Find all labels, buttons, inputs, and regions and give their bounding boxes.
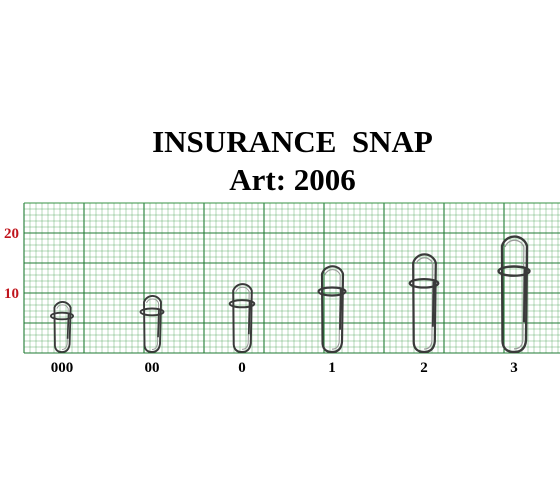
snap-size-00 bbox=[139, 295, 165, 353]
snap-wire-highlight bbox=[504, 239, 525, 350]
size-labels: 000 00 0 1 2 3 bbox=[51, 360, 518, 376]
snap-wire bbox=[500, 235, 529, 354]
snap-eye-ring bbox=[139, 307, 165, 317]
snap-latch bbox=[66, 313, 70, 339]
size-label-000: 000 bbox=[51, 360, 74, 376]
snap-wire bbox=[143, 295, 162, 353]
snap-wire-highlight bbox=[146, 298, 160, 351]
size-label-0: 0 bbox=[238, 360, 246, 376]
snap-size-2 bbox=[408, 253, 440, 354]
snap-wire bbox=[232, 283, 253, 354]
snap-size-0 bbox=[228, 283, 256, 354]
snap-wire-highlight bbox=[415, 257, 434, 350]
size-label-2: 2 bbox=[420, 360, 428, 376]
snap-wire-highlight bbox=[235, 286, 250, 350]
snap-eye-ring bbox=[228, 299, 256, 309]
snap-size-1 bbox=[317, 265, 347, 354]
snap-wire bbox=[53, 301, 72, 353]
snap-wire-highlight bbox=[56, 304, 69, 351]
scale-label-10: 10 bbox=[4, 286, 19, 302]
snap-latch bbox=[522, 269, 527, 323]
product-title: INSURANCE SNAP bbox=[152, 124, 433, 159]
size-label-3: 3 bbox=[510, 360, 518, 376]
snap-latch bbox=[431, 281, 435, 327]
snap-eye-ring bbox=[49, 311, 75, 321]
snap-wire bbox=[320, 265, 345, 354]
snap-wire bbox=[412, 253, 437, 354]
snap-wire-highlight bbox=[324, 269, 341, 350]
size-label-1: 1 bbox=[328, 360, 336, 376]
article-number: Art: 2006 bbox=[229, 162, 356, 197]
snap-illustrations bbox=[49, 235, 531, 354]
snap-latch bbox=[339, 289, 342, 330]
snap-eye-ring bbox=[408, 277, 440, 289]
snap-latch bbox=[157, 309, 160, 338]
scale-label-20: 20 bbox=[4, 226, 19, 242]
snap-eye-ring bbox=[317, 286, 347, 297]
graph-paper-grid bbox=[23, 202, 560, 354]
snap-size-3 bbox=[497, 235, 531, 354]
snap-size-000 bbox=[49, 301, 75, 353]
snap-eye-ring bbox=[497, 265, 531, 277]
snap-latch bbox=[247, 301, 251, 335]
size-label-00: 00 bbox=[145, 360, 160, 376]
